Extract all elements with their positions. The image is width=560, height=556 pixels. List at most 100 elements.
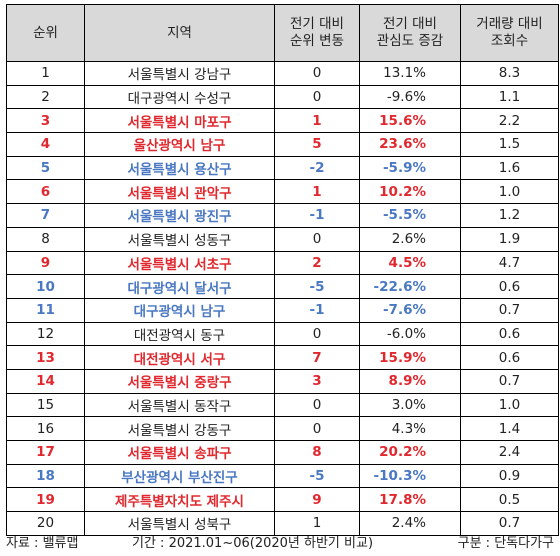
- cell-rank-change: 0: [274, 321, 360, 347]
- header-rank-change-line1: 전기 대비: [290, 16, 344, 32]
- cell-rank: 12: [6, 321, 85, 347]
- cell-views: 0.6: [460, 321, 559, 347]
- cell-region: 대구광역시 남구: [84, 297, 275, 323]
- cell-interest-change: 15.6%: [359, 108, 461, 134]
- cell-rank: 14: [6, 368, 85, 394]
- cell-rank-change: 9: [274, 487, 360, 513]
- table-row: 15 서울특별시 동작구 0 3.0% 1.0: [6, 392, 559, 418]
- cell-region: 서울특별시 서초구: [84, 250, 275, 276]
- table-row: 10 대구광역시 달서구 -5 -22.6% 0.6: [6, 274, 559, 299]
- cell-region: 서울특별시 성동구: [84, 226, 275, 252]
- table-row: 9 서울특별시 서초구 2 4.5% 4.7: [6, 250, 559, 276]
- cell-interest-change: 17.8%: [359, 487, 461, 513]
- cell-rank-change: 0: [274, 226, 360, 252]
- cell-rank-change: 7: [274, 345, 360, 370]
- cell-views: 1.6: [460, 155, 559, 181]
- cell-rank-change: -2: [274, 155, 360, 181]
- cell-views: 0.9: [460, 463, 559, 489]
- cell-views: 8.3: [460, 61, 559, 86]
- cell-region: 대구광역시 수성구: [84, 84, 275, 110]
- cell-region: 대구광역시 달서구: [84, 274, 275, 299]
- cell-rank: 9: [6, 250, 85, 276]
- header-region: 지역: [84, 4, 275, 62]
- cell-rank-change: 2: [274, 250, 360, 276]
- cell-rank: 4: [6, 132, 85, 157]
- header-rank-change: 전기 대비 순위 변동: [274, 4, 360, 62]
- table-row: 2 대구광역시 수성구 0 -9.6% 1.1: [6, 84, 559, 110]
- cell-interest-change: -22.6%: [359, 274, 461, 299]
- header-rank-change-line2: 순위 변동: [290, 33, 344, 49]
- cell-region: 대전광역시 서구: [84, 345, 275, 370]
- cell-interest-change: 4.5%: [359, 250, 461, 276]
- table-row: 14 서울특별시 중랑구 3 8.9% 0.7: [6, 368, 559, 394]
- header-interest-change: 전기 대비 관심도 증감: [359, 4, 461, 62]
- cell-views: 1.5: [460, 132, 559, 157]
- cell-region: 대전광역시 동구: [84, 321, 275, 347]
- cell-rank-change: 0: [274, 392, 360, 418]
- cell-rank-change: -1: [274, 203, 360, 228]
- cell-interest-change: 13.1%: [359, 61, 461, 86]
- cell-region: 서울특별시 강동구: [84, 416, 275, 441]
- cell-region: 서울특별시 송파구: [84, 440, 275, 465]
- cell-region: 서울특별시 광진구: [84, 203, 275, 228]
- cell-rank: 13: [6, 345, 85, 370]
- cell-rank-change: 1: [274, 179, 360, 205]
- cell-rank-change: -1: [274, 297, 360, 323]
- cell-region: 서울특별시 마포구: [84, 108, 275, 134]
- cell-region: 부산광역시 부산진구: [84, 463, 275, 489]
- cell-interest-change: -10.3%: [359, 463, 461, 489]
- cell-interest-change: -9.6%: [359, 84, 461, 110]
- cell-interest-change: -5.5%: [359, 203, 461, 228]
- cell-views: 1.1: [460, 84, 559, 110]
- table-row: 5 서울특별시 용산구 -2 -5.9% 1.6: [6, 155, 559, 181]
- header-interest-line1: 전기 대비: [383, 16, 437, 32]
- cell-region: 제주특별자치도 제주시: [84, 487, 275, 513]
- cell-views: 1.9: [460, 226, 559, 252]
- table-row: 4 울산광역시 남구 5 23.6% 1.5: [6, 132, 559, 157]
- cell-region: 서울특별시 강남구: [84, 61, 275, 86]
- table-header-row: 순위 지역 전기 대비 순위 변동 전기 대비 관심도 증감 거래량 대비 조회…: [6, 4, 559, 62]
- cell-rank: 18: [6, 463, 85, 489]
- cell-views: 0.7: [460, 368, 559, 394]
- table-row: 6 서울특별시 관악구 1 10.2% 1.0: [6, 179, 559, 205]
- table-row: 16 서울특별시 강동구 0 4.3% 1.4: [6, 416, 559, 441]
- footer-type: 구분 : 단독다가구: [457, 536, 554, 551]
- table-row: 8 서울특별시 성동구 0 2.6% 1.9: [6, 226, 559, 252]
- header-rank: 순위: [6, 4, 85, 62]
- cell-rank: 2: [6, 84, 85, 110]
- cell-region: 울산광역시 남구: [84, 132, 275, 157]
- cell-rank: 17: [6, 440, 85, 465]
- cell-interest-change: -7.6%: [359, 297, 461, 323]
- table-row: 13 대전광역시 서구 7 15.9% 0.6: [6, 345, 559, 370]
- cell-rank-change: 8: [274, 440, 360, 465]
- cell-views: 2.4: [460, 440, 559, 465]
- cell-rank: 15: [6, 392, 85, 418]
- cell-views: 1.0: [460, 392, 559, 418]
- cell-rank-change: -5: [274, 274, 360, 299]
- cell-views: 0.7: [460, 297, 559, 323]
- cell-views: 2.2: [460, 108, 559, 134]
- header-views: 거래량 대비 조회수: [460, 4, 559, 62]
- cell-rank-change: -5: [274, 463, 360, 489]
- cell-region: 서울특별시 중랑구: [84, 368, 275, 394]
- cell-views: 1.4: [460, 416, 559, 441]
- cell-interest-change: -5.9%: [359, 155, 461, 181]
- header-views-line1: 거래량 대비: [476, 16, 543, 32]
- table-body: 1 서울특별시 강남구 0 13.1% 8.3 2 대구광역시 수성구 0 -9.6% 1.1 3 서…: [6, 61, 559, 536]
- table-row: 19 제주특별자치도 제주시 9 17.8% 0.5: [6, 487, 559, 513]
- cell-interest-change: 10.2%: [359, 179, 461, 205]
- cell-rank: 11: [6, 297, 85, 323]
- cell-region: 서울특별시 관악구: [84, 179, 275, 205]
- table-row: 12 대전광역시 동구 0 -6.0% 0.6: [6, 321, 559, 347]
- footer-notes: 자료 : 밸류맵 기간 : 2021.01~06(2020년 하반기 비교) 구…: [6, 530, 554, 552]
- cell-views: 0.5: [460, 487, 559, 513]
- cell-interest-change: 4.3%: [359, 416, 461, 441]
- cell-rank: 10: [6, 274, 85, 299]
- cell-views: 0.6: [460, 274, 559, 299]
- cell-region: 서울특별시 용산구: [84, 155, 275, 181]
- cell-interest-change: 2.6%: [359, 226, 461, 252]
- cell-rank: 1: [6, 61, 85, 86]
- header-interest-line2: 관심도 증감: [376, 33, 444, 49]
- footer-period: 기간 : 2021.01~06(2020년 하반기 비교): [132, 536, 374, 551]
- cell-rank-change: 0: [274, 84, 360, 110]
